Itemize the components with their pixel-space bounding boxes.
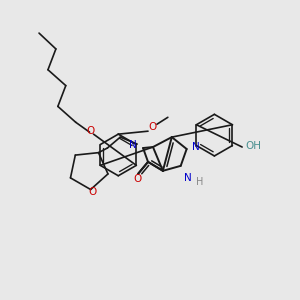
- Text: N: N: [192, 142, 200, 152]
- Text: H: H: [196, 177, 203, 187]
- Text: N: N: [184, 173, 191, 183]
- Text: OH: OH: [245, 141, 261, 151]
- Text: O: O: [149, 122, 157, 132]
- Text: N: N: [129, 140, 137, 150]
- Text: O: O: [86, 126, 95, 136]
- Text: O: O: [133, 174, 141, 184]
- Text: O: O: [88, 188, 97, 197]
